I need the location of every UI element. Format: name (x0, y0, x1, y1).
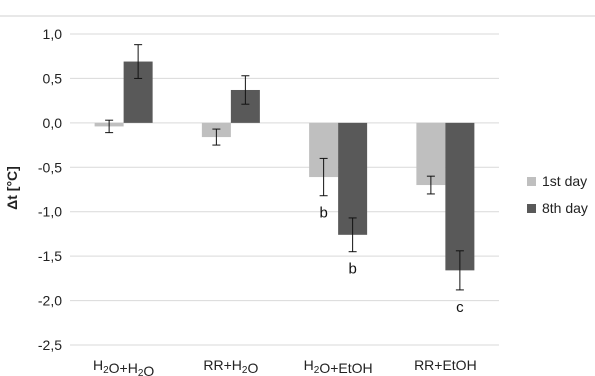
y-tick-label: -0,5 (38, 159, 62, 175)
category-labels: H2O+H2O RR+H2O H2O+EtOH RR+EtOH (93, 357, 477, 376)
y-tick-label: -1,0 (38, 204, 62, 220)
y-tick-labels: 1,0 0,5 0,0 -0,5 -1,0 -1,5 -2,0 -2,5 (38, 26, 62, 353)
y-tick-label: -1,5 (38, 248, 62, 264)
y-tick-label: 0,0 (43, 115, 63, 131)
significance-label: c (456, 299, 464, 316)
legend-swatch (527, 204, 536, 213)
y-tick-label: -2,5 (38, 337, 62, 353)
error-bars (105, 44, 464, 291)
y-tick-label: 0,5 (43, 70, 63, 86)
legend-label: 8th day (542, 200, 588, 216)
annotations: b b c (319, 205, 464, 316)
significance-label: b (348, 261, 356, 278)
bar (416, 122, 446, 186)
x-tick-label: RR+H2O (203, 357, 258, 376)
legend: 1st day 8th day (527, 173, 588, 216)
y-axis-label: Δt [°C] (4, 166, 20, 210)
y-tick-label: -2,0 (38, 293, 62, 309)
bar (445, 122, 475, 271)
bars (94, 61, 475, 271)
significance-label: b (319, 205, 327, 222)
x-tick-label: H2O+EtOH (304, 357, 373, 376)
legend-label: 1st day (542, 173, 587, 189)
bar (338, 122, 368, 235)
y-tick-label: 1,0 (43, 26, 63, 42)
legend-swatch (527, 177, 536, 186)
x-tick-label: H2O+H2O (93, 357, 154, 376)
x-tick-label: RR+EtOH (414, 357, 477, 373)
